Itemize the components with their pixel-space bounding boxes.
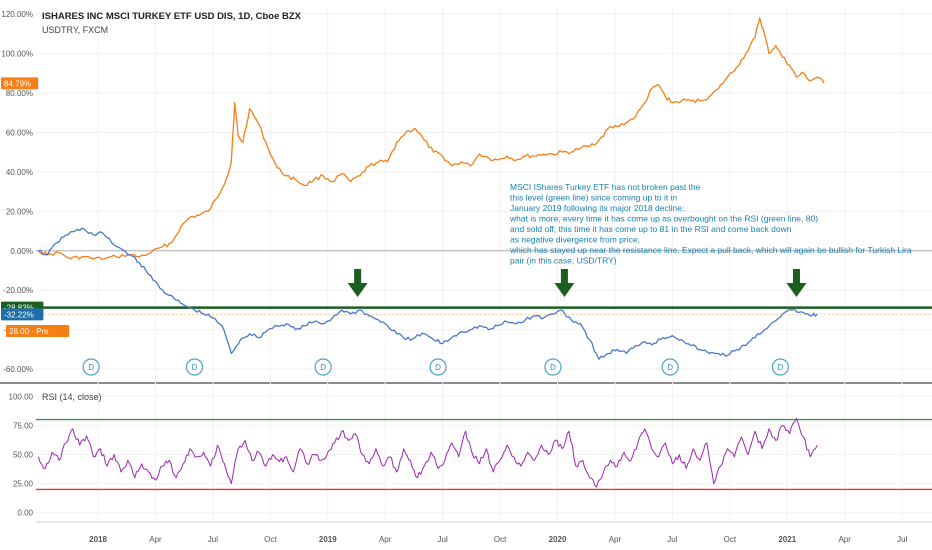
x-tick-label: 2021 (778, 535, 796, 544)
y-tick-label: -60.00% (3, 365, 33, 374)
price-series (37, 17, 825, 360)
price-label-badge (6, 325, 70, 337)
axes: 2018 Apr Jul Oct 2019 Apr Jul Oct 2020 Apr Jul Oct 2… (1, 10, 907, 544)
annotation-line: pair (in this case, USD/TRY) (510, 256, 617, 266)
rsi-tick-label: 50.00 (13, 451, 34, 460)
legend[interactable]: ISHARES INC MSCI TURKEY ETF USD DIS, 1D,… (42, 11, 302, 402)
dividend-marker[interactable] (661, 358, 679, 376)
dividend-marker[interactable] (544, 358, 562, 376)
x-tick-label: Jul (208, 535, 218, 544)
x-tick-label: Oct (494, 535, 507, 544)
y-tick-label: 60.00% (6, 128, 33, 137)
x-tick-label: 2019 (319, 535, 337, 544)
annotation-line: which has stayed up near the resistance … (509, 245, 912, 255)
dividend-marker-label: D (435, 363, 441, 372)
rsi-tick-label: 100.00 (9, 392, 34, 401)
down-arrow-icon (347, 269, 368, 297)
y-tick-label: 100.00% (1, 49, 33, 58)
dividend-marker[interactable] (771, 358, 789, 376)
annotation-line: and sold off; this time it has come up t… (510, 224, 792, 234)
x-tick-label: 2020 (549, 535, 567, 544)
price-label-text: -32.22% (4, 310, 34, 319)
dividend-marker-label: D (88, 363, 94, 372)
price-label-text: 84.79% (4, 79, 31, 88)
y-tick-label: 20.00% (6, 207, 33, 216)
rsi-tick-label: 25.00 (13, 480, 34, 489)
x-tick-label: Oct (724, 535, 737, 544)
chart-title[interactable]: ISHARES INC MSCI TURKEY ETF USD DIS, 1D,… (42, 11, 302, 22)
dividend-marker[interactable] (185, 358, 204, 376)
x-tick-label: Jul (667, 535, 677, 544)
x-tick-label: Apr (838, 535, 851, 544)
annotation-text: MSCI IShares Turkey ETF has not broken p… (509, 182, 912, 266)
annotation-line: January 2019 following its major 2018 de… (510, 203, 684, 213)
dividend-marker[interactable] (429, 358, 447, 376)
dividend-marker[interactable] (314, 358, 332, 376)
y-tick-label: 120.00% (1, 10, 33, 19)
series-line-usdtry (37, 17, 825, 261)
dividend-marker-label: D (550, 363, 556, 372)
price-label-badge (1, 308, 44, 321)
dividend-marker-label: D (777, 363, 783, 372)
y-tick-label: 80.00% (6, 89, 33, 98)
annotation-line: MSCI IShares Turkey ETF has not broken p… (510, 182, 701, 192)
y-tick-label: 0.00% (10, 247, 33, 256)
annotation-line: this level (green line) since coming up … (510, 193, 678, 203)
down-arrow-icon (554, 269, 575, 297)
annotation-line: what is more, every time it has come up … (509, 214, 818, 224)
dividend-marker-label: D (192, 363, 198, 372)
x-tick-label: Apr (149, 535, 162, 544)
rsi-line (37, 417, 818, 488)
dividend-marker-label: D (320, 363, 326, 372)
reference-lines (36, 250, 932, 491)
series-line-tur-etf (38, 227, 818, 360)
x-tick-label: Apr (379, 535, 392, 544)
x-tick-label: Jul (438, 535, 448, 544)
price-labels: 84.79% -28.83%-32.22% 28.00 · Pre (1, 77, 70, 337)
price-label-text: 28.00 · Pre (9, 327, 49, 336)
price-label-text: -28.83% (4, 304, 34, 313)
rsi-title[interactable]: RSI (14, close) (42, 392, 102, 402)
rsi-tick-label: 0.00 (17, 509, 33, 518)
rsi-tick-label: 75.00 (13, 421, 34, 430)
chart-subtitle[interactable]: USDTRY, FXCM (42, 25, 108, 35)
annotation-line: as negative divergence from price, (510, 235, 640, 245)
x-tick-label: Oct (264, 535, 277, 544)
price-label-badge (1, 77, 39, 90)
x-tick-label: 2018 (89, 535, 107, 544)
y-tick-label: -20.00% (3, 286, 33, 295)
arrows (347, 269, 807, 297)
dividend-marker-label: D (667, 363, 673, 372)
down-arrow-icon (786, 269, 807, 297)
dividend-marker[interactable] (82, 358, 100, 376)
x-tick-label: Apr (609, 535, 622, 544)
y-tick-label: 40.00% (6, 168, 33, 177)
x-tick-label: Jul (897, 535, 907, 544)
grid (0, 8, 932, 523)
rsi-panel (37, 417, 818, 488)
